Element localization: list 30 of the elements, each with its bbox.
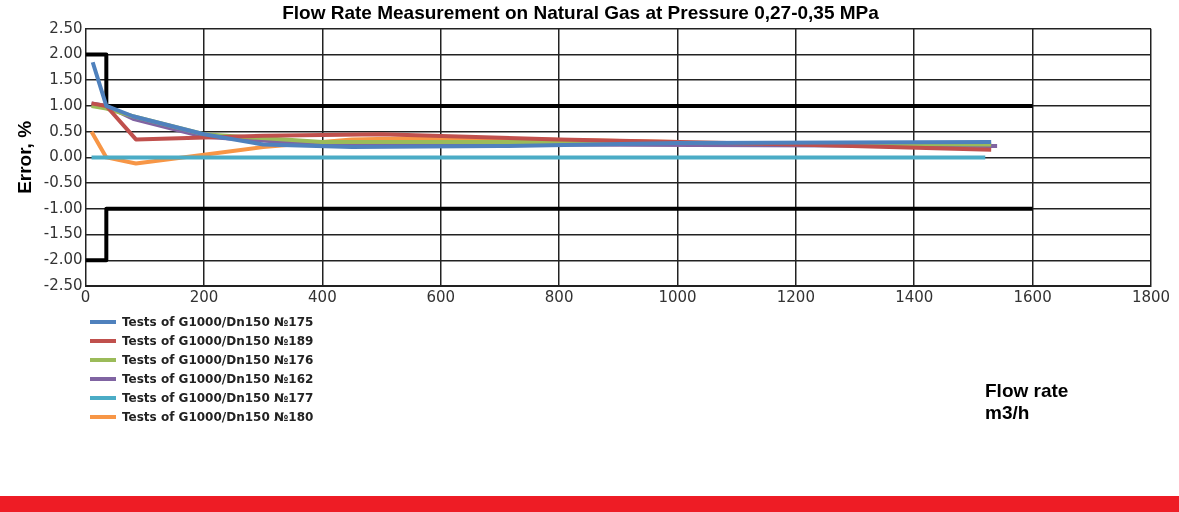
y-tick-label: 0.50: [49, 121, 83, 140]
chart-title: Flow Rate Measurement on Natural Gas at Pressure 0,27-0,35 MPa: [282, 1, 880, 23]
x-axis-title: Flow rate m3/h: [985, 380, 1070, 424]
x-tick-label: 0: [80, 287, 91, 306]
x-tick-label: 1800: [1131, 287, 1171, 306]
x-tick-label: 1000: [658, 287, 697, 306]
x-tick-label: 600: [426, 287, 456, 306]
legend-label: Tests of G1000/Dn150 №175: [122, 314, 314, 329]
y-tick-label: -0.50: [43, 173, 83, 192]
y-tick-label: 2.50: [49, 18, 83, 37]
x-tick-label: 1200: [776, 287, 815, 306]
y-tick-label: -1.00: [43, 198, 83, 217]
y-tick-label: 1.00: [49, 95, 83, 114]
x-tick-label: 1600: [1013, 287, 1052, 306]
legend-label: Tests of G1000/Dn150 №189: [122, 333, 314, 348]
x-tick-label: 1400: [895, 287, 934, 306]
legend-label: Tests of G1000/Dn150 №177: [122, 390, 314, 405]
y-tick-label: -1.50: [43, 224, 83, 243]
y-axis-title: Error, %: [13, 120, 35, 194]
y-tick-label: 2.00: [49, 44, 83, 63]
x-tick-label: 200: [189, 287, 219, 306]
x-tick-label: 400: [308, 287, 337, 306]
y-tick-label: 0.00: [49, 147, 83, 166]
y-tick-label: -2.50: [43, 275, 83, 294]
x-tick-label: 800: [544, 287, 574, 306]
y-tick-label: -2.00: [43, 250, 83, 269]
legend-label: Tests of G1000/Dn150 №180: [122, 409, 314, 424]
y-tick-label: 1.50: [49, 70, 83, 89]
legend-label: Tests of G1000/Dn150 №162: [122, 371, 314, 386]
legend-label: Tests of G1000/Dn150 №176: [122, 352, 314, 367]
